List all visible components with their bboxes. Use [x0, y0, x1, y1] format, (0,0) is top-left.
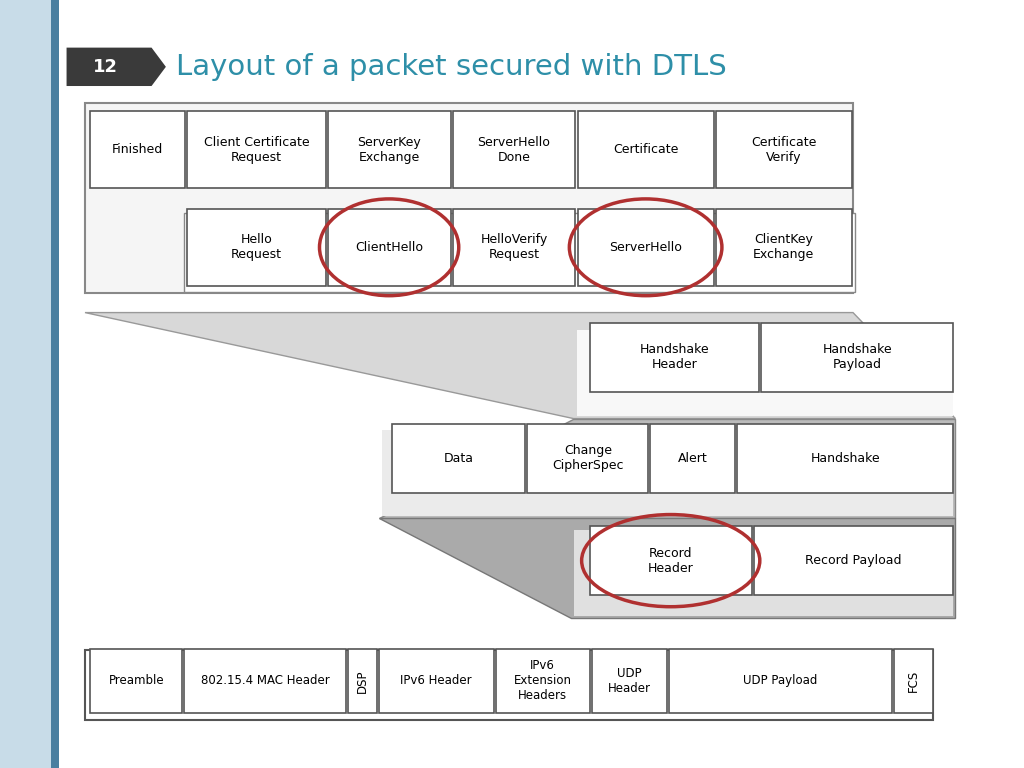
Bar [328, 209, 451, 286]
Bar [590, 323, 759, 392]
Text: Data: Data [443, 452, 474, 465]
Text: Finished: Finished [112, 144, 164, 156]
Text: ClientKey
Exchange: ClientKey Exchange [754, 233, 814, 261]
Text: FCS: FCS [907, 670, 920, 692]
Text: 802.15.4 MAC Header: 802.15.4 MAC Header [201, 674, 330, 687]
Bar [754, 526, 953, 595]
Bar [453, 209, 575, 286]
Text: Record Payload: Record Payload [805, 554, 902, 567]
Text: DSP: DSP [356, 669, 369, 693]
Bar [578, 209, 714, 286]
Bar [90, 649, 182, 713]
Bar [328, 111, 451, 188]
Text: Layout of a packet secured with DTLS: Layout of a packet secured with DTLS [176, 53, 727, 81]
Bar [527, 424, 648, 493]
Bar [592, 649, 667, 713]
Bar [85, 103, 853, 293]
Bar [382, 430, 953, 516]
Bar [716, 111, 852, 188]
Bar [894, 649, 933, 713]
Text: IPv6 Header: IPv6 Header [400, 674, 472, 687]
Text: Handshake
Header: Handshake Header [640, 343, 709, 371]
Text: Record
Header: Record Header [648, 547, 693, 574]
Bar [496, 649, 590, 713]
Polygon shape [379, 419, 955, 518]
Bar [392, 424, 525, 493]
Bar [90, 111, 185, 188]
Text: ServerHello
Done: ServerHello Done [477, 136, 551, 164]
Bar [0, 0, 51, 768]
Text: ClientHello: ClientHello [355, 241, 423, 253]
Text: ServerKey
Exchange: ServerKey Exchange [357, 136, 421, 164]
Text: Certificate
Verify: Certificate Verify [752, 136, 816, 164]
Text: Handshake
Payload: Handshake Payload [822, 343, 892, 371]
Text: Handshake: Handshake [811, 452, 880, 465]
Text: HelloVerify
Request: HelloVerify Request [480, 233, 548, 261]
Bar [716, 209, 852, 286]
Bar [761, 323, 953, 392]
Text: Certificate: Certificate [613, 144, 678, 156]
Polygon shape [67, 48, 166, 86]
Text: ServerHello: ServerHello [609, 241, 682, 253]
Text: Alert: Alert [678, 452, 708, 465]
Text: UDP
Header: UDP Header [608, 667, 650, 695]
Text: Hello
Request: Hello Request [231, 233, 282, 261]
Bar [453, 111, 575, 188]
Bar [577, 330, 953, 416]
Bar [184, 649, 346, 713]
Bar [574, 530, 953, 616]
Text: Client Certificate
Request: Client Certificate Request [204, 136, 309, 164]
Text: 12: 12 [93, 58, 118, 76]
Bar [578, 111, 714, 188]
Polygon shape [379, 518, 955, 618]
Bar [590, 526, 752, 595]
Text: Preamble: Preamble [109, 674, 164, 687]
Polygon shape [85, 313, 955, 419]
Bar [85, 650, 933, 720]
Bar [184, 213, 855, 292]
Bar [650, 424, 735, 493]
Text: UDP Payload: UDP Payload [743, 674, 817, 687]
Bar [348, 649, 377, 713]
Bar [737, 424, 953, 493]
Bar [669, 649, 892, 713]
Text: IPv6
Extension
Headers: IPv6 Extension Headers [514, 660, 571, 702]
Bar [51, 0, 59, 768]
Bar [187, 209, 326, 286]
Bar [379, 649, 494, 713]
Text: Change
CipherSpec: Change CipherSpec [552, 445, 624, 472]
Bar [187, 111, 326, 188]
